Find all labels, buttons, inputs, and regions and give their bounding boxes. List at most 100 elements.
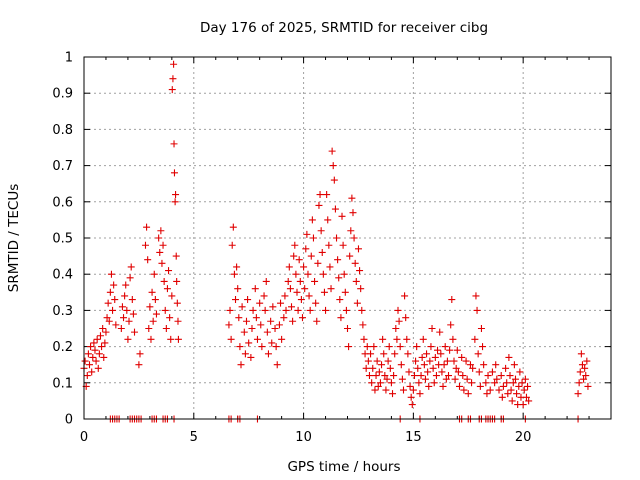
- data-point: [247, 353, 255, 361]
- data-point: [281, 292, 289, 300]
- data-point: [317, 227, 325, 235]
- data-point: [347, 227, 355, 235]
- data-point: [452, 364, 460, 372]
- data-point: [383, 375, 391, 383]
- data-point: [230, 270, 238, 278]
- data-point: [454, 368, 462, 376]
- data-point: [286, 285, 294, 293]
- data-point: [577, 350, 585, 358]
- data-point: [429, 364, 437, 372]
- data-point: [324, 216, 332, 224]
- data-point: [260, 292, 268, 300]
- data-point: [396, 343, 404, 351]
- data-point: [106, 288, 114, 296]
- data-point: [344, 325, 351, 332]
- data-point: [352, 277, 360, 285]
- data-point: [94, 364, 102, 372]
- data-point: [419, 335, 427, 343]
- data-point: [414, 364, 422, 372]
- data-point: [506, 372, 514, 380]
- data-point: [95, 350, 103, 358]
- data-point: [232, 296, 240, 304]
- data-point: [393, 335, 401, 343]
- data-point: [227, 335, 235, 343]
- data-point: [251, 285, 259, 293]
- data-point: [282, 306, 290, 314]
- x-tick-label: 20: [515, 430, 532, 445]
- data-point: [374, 382, 382, 390]
- data-point: [85, 361, 93, 369]
- data-point: [84, 350, 92, 358]
- data-point: [262, 277, 270, 285]
- data-point: [492, 361, 500, 369]
- data-point: [580, 375, 588, 383]
- data-point: [89, 353, 97, 361]
- data-point: [582, 372, 590, 380]
- data-point: [341, 288, 349, 296]
- data-point: [432, 372, 440, 380]
- data-point: [458, 353, 466, 361]
- data-point: [83, 372, 91, 380]
- data-point: [155, 234, 163, 242]
- data-point: [439, 382, 447, 390]
- data-point: [237, 361, 245, 369]
- data-point: [345, 343, 353, 351]
- data-point: [436, 328, 444, 336]
- x-tick-label: 0: [80, 430, 88, 445]
- data-point: [336, 296, 344, 304]
- data-point: [462, 357, 470, 365]
- data-point: [170, 140, 178, 148]
- data-point: [402, 314, 410, 322]
- data-point: [338, 212, 346, 220]
- data-point: [298, 314, 306, 322]
- data-point: [124, 335, 132, 343]
- data-point: [515, 382, 523, 390]
- data-point: [253, 335, 261, 343]
- data-point: [389, 390, 397, 398]
- data-point: [509, 379, 517, 387]
- data-point: [161, 306, 169, 314]
- data-point: [235, 314, 243, 322]
- data-point: [488, 368, 496, 376]
- data-point: [493, 375, 501, 383]
- data-point: [362, 364, 370, 372]
- data-point: [160, 277, 168, 285]
- data-point: [318, 248, 326, 256]
- data-point: [174, 335, 182, 343]
- data-point: [128, 296, 136, 304]
- data-point: [121, 292, 129, 300]
- data-point: [425, 382, 433, 390]
- data-point: [328, 147, 336, 155]
- data-point: [241, 350, 249, 358]
- data-point: [280, 314, 288, 322]
- data-point: [401, 292, 409, 300]
- data-point: [267, 317, 275, 325]
- data-point: [504, 390, 512, 398]
- data-point: [522, 393, 530, 401]
- data-point: [424, 368, 432, 376]
- data-point: [313, 317, 321, 325]
- data-point: [410, 372, 418, 380]
- data-point: [92, 357, 100, 365]
- data-point: [107, 270, 115, 278]
- data-point: [319, 270, 327, 278]
- data-point: [103, 314, 111, 322]
- data-point: [370, 343, 378, 351]
- data-point: [98, 343, 106, 351]
- data-point: [104, 299, 112, 307]
- data-point: [248, 325, 256, 332]
- data-point: [502, 364, 510, 372]
- data-point: [257, 321, 265, 329]
- data-point: [348, 194, 356, 202]
- data-point: [418, 353, 426, 361]
- data-point: [234, 285, 242, 293]
- data-point: [446, 346, 454, 354]
- data-point: [360, 335, 368, 343]
- data-point: [169, 75, 177, 83]
- data-point: [306, 306, 314, 314]
- data-point: [513, 390, 521, 398]
- data-point: [447, 321, 455, 329]
- data-point: [395, 317, 403, 325]
- data-point: [320, 288, 328, 296]
- data-point: [256, 299, 264, 307]
